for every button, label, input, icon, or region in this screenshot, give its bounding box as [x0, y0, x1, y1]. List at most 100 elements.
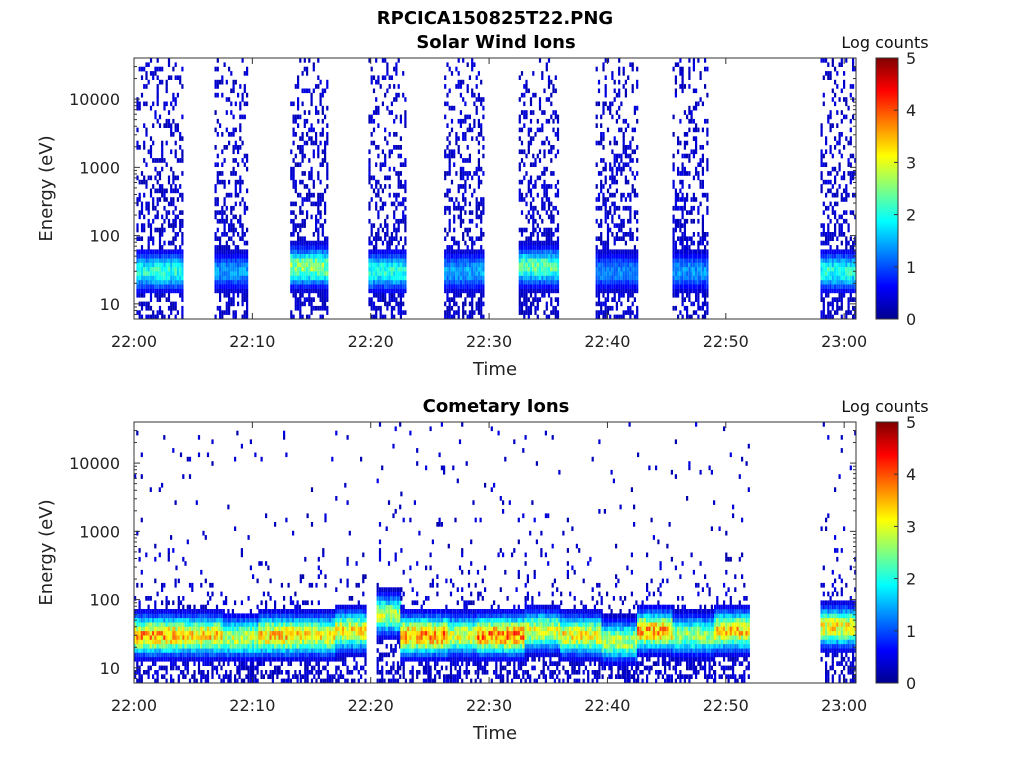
spectrogram-cell: [843, 71, 846, 76]
spectrogram-cell: [547, 149, 551, 155]
spectrogram-cell: [600, 253, 603, 259]
spectrogram-cell: [303, 245, 306, 250]
spectrogram-cell: [613, 88, 616, 94]
spectrogram-cell: [381, 258, 384, 263]
spectrogram-cell: [611, 149, 614, 155]
spectrogram-cell: [480, 262, 483, 268]
spectrogram-cell: [624, 249, 627, 254]
spectrogram-cell: [237, 232, 240, 237]
spectrogram-cell: [615, 205, 618, 211]
spectrogram-cell: [690, 218, 693, 224]
spectrogram-cell: [379, 223, 382, 228]
spectrogram-cell: [543, 205, 546, 211]
panel-1: 22:00 22:10 22:20 22:30 22:40 22:50 23:0010100…: [36, 32, 929, 380]
spectrogram-cell: [163, 275, 166, 281]
spectrogram-cell: [525, 110, 528, 115]
spectrogram-cell: [372, 75, 376, 80]
spectrogram-cell: [134, 652, 137, 658]
spectrogram-cell: [464, 258, 467, 263]
spectrogram-cell: [209, 622, 212, 627]
spectrogram-cell: [554, 253, 557, 259]
spectrogram-cell: [606, 232, 610, 237]
spectrogram-cell: [448, 266, 451, 272]
spectrogram-cell: [214, 66, 217, 72]
spectrogram-cell: [379, 271, 382, 276]
spectrogram-cell: [854, 192, 857, 198]
spectrogram-cell: [161, 482, 164, 488]
spectrogram-cell: [688, 262, 691, 268]
spectrogram-cell: [450, 118, 454, 124]
spectrogram-cell: [836, 201, 839, 207]
spectrogram-cell: [241, 271, 244, 276]
spectrogram-cell: [315, 305, 318, 311]
spectrogram-cell: [450, 314, 454, 320]
spectrogram-cell: [613, 97, 616, 102]
spectrogram-cell: [631, 236, 634, 241]
spectrogram-cell: [402, 197, 405, 202]
spectrogram-cell: [384, 127, 387, 133]
spectrogram-cell: [615, 118, 618, 124]
spectrogram-cell: [615, 301, 618, 307]
spectrogram-cell: [847, 162, 850, 167]
spectrogram-cell: [838, 227, 841, 233]
spectrogram-cell: [299, 162, 302, 167]
spectrogram-cell: [324, 275, 327, 281]
spectrogram-cell: [674, 62, 677, 67]
spectrogram-cell: [620, 284, 623, 289]
spectrogram-cell: [315, 214, 318, 220]
spectrogram-cell: [840, 297, 843, 302]
spectrogram-cell: [246, 292, 249, 298]
spectrogram-cell: [319, 240, 322, 246]
spectrogram-cell: [633, 262, 636, 268]
spectrogram-cell: [290, 262, 293, 268]
spectrogram-cell: [324, 258, 327, 263]
spectrogram-cell: [674, 240, 677, 246]
spectrogram-cell: [854, 158, 857, 163]
spectrogram-cell: [854, 266, 857, 272]
spectrogram-cell: [686, 275, 689, 281]
spectrogram-cell: [550, 279, 553, 285]
spectrogram-cell: [161, 656, 164, 662]
spectrogram-cell: [545, 253, 548, 259]
spectrogram-cell: [471, 314, 474, 320]
spectrogram-cell: [176, 232, 179, 237]
spectrogram-cell: [448, 262, 451, 268]
spectrogram-cell: [545, 136, 548, 141]
spectrogram-cell: [163, 158, 166, 163]
spectrogram-cell: [556, 192, 560, 198]
spectrogram-cell: [840, 301, 843, 307]
spectrogram-cell: [681, 245, 684, 250]
spectrogram-cell: [170, 271, 173, 276]
spectrogram-cell: [518, 284, 521, 289]
spectrogram-cell: [444, 75, 447, 80]
spectrogram-cell: [395, 236, 398, 241]
spectrogram-cell: [849, 118, 852, 124]
spectrogram-cell: [301, 314, 304, 320]
spectrogram-cell: [149, 136, 153, 141]
spectrogram-cell: [200, 626, 203, 632]
spectrogram-cell: [145, 266, 148, 272]
spectrogram-cell: [545, 284, 548, 289]
spectrogram-cell: [375, 105, 378, 111]
spectrogram-cell: [310, 262, 313, 268]
spectrogram-cell: [193, 652, 196, 658]
spectrogram-cell: [604, 205, 607, 211]
spectrogram-cell: [216, 84, 219, 89]
spectrogram-cell: [552, 245, 555, 250]
spectrogram-cell: [462, 132, 465, 137]
spectrogram-cell: [453, 214, 456, 220]
spectrogram-cell: [602, 145, 605, 150]
spectrogram-cell: [595, 284, 598, 289]
spectrogram-cell: [695, 288, 698, 294]
spectrogram-cell: [170, 149, 173, 155]
spectrogram-cell: [145, 271, 148, 276]
spectrogram-cells: [136, 58, 857, 320]
spectrogram-cell: [847, 105, 850, 111]
spectrogram-cell: [457, 310, 460, 315]
spectrogram-cell: [847, 301, 850, 307]
spectrogram-cell: [827, 262, 830, 268]
spectrogram-cell: [547, 79, 551, 85]
spectrogram-cell: [402, 262, 405, 268]
spectrogram-cell: [152, 158, 155, 163]
spectrogram-cell: [138, 253, 141, 259]
